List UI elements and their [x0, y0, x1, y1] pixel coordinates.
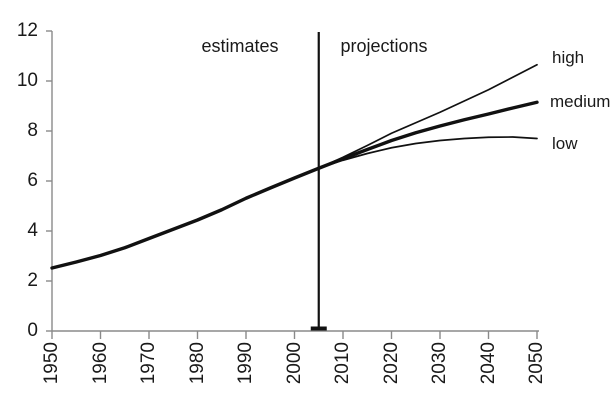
x-axis-tick-label: 1950 — [41, 342, 62, 385]
estimates-region-label: estimates — [201, 36, 279, 56]
medium-series-label: medium — [550, 92, 611, 111]
x-axis-tick-label: 2050 — [526, 342, 547, 385]
y-axis-tick-label: 0 — [27, 320, 38, 341]
y-axis-tick-label: 12 — [16, 20, 38, 41]
y-axis-tick-label: 2 — [27, 270, 38, 291]
y-axis-tick-label: 10 — [16, 70, 38, 91]
x-axis-tick-label: 1990 — [235, 342, 256, 385]
x-axis-tick-label: 2040 — [477, 342, 499, 385]
y-axis-tick-label: 4 — [27, 220, 38, 241]
high-series-label: high — [552, 48, 585, 67]
x-axis-tick-label: 1970 — [138, 342, 159, 385]
x-axis-tick-label: 2030 — [429, 342, 450, 385]
x-axis-tick-label: 2000 — [283, 342, 305, 385]
x-axis-tick-label: 2020 — [380, 342, 402, 385]
x-axis-tick-label: 1960 — [89, 342, 111, 385]
x-axis-tick-label: 2010 — [332, 342, 353, 385]
projections-region-label: projections — [340, 36, 428, 56]
low-series-label: low — [552, 134, 578, 153]
y-axis-tick-label: 8 — [27, 120, 38, 141]
y-axis-tick-label: 6 — [27, 170, 38, 191]
x-axis-tick-label: 1980 — [186, 342, 208, 385]
